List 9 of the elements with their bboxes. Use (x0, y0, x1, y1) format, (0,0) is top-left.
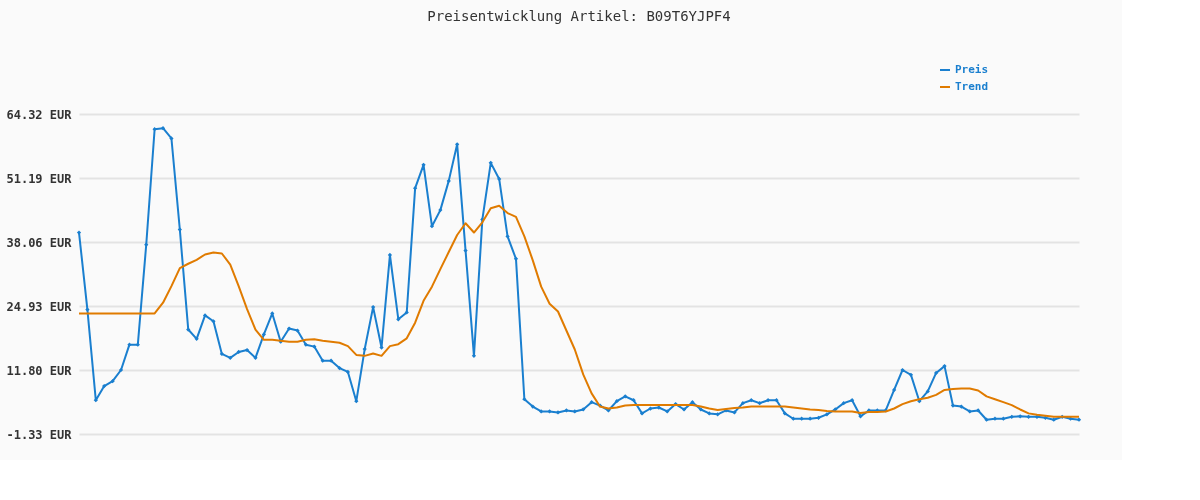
y-tick-label: 38.06 EUR (6, 235, 73, 250)
chart-title: Preisentwicklung Artikel: B09T6YJPF4 (427, 8, 731, 24)
y-tick-label: -1.33 EUR (6, 427, 73, 442)
y-tick-label: 51.19 EUR (6, 171, 73, 186)
legend-label: Trend (955, 80, 989, 93)
legend-label: Preis (955, 63, 989, 76)
y-tick-label: 11.80 EUR (6, 363, 73, 378)
y-tick-label: 64.32 EUR (6, 107, 73, 122)
y-tick-label: 24.93 EUR (6, 299, 73, 314)
